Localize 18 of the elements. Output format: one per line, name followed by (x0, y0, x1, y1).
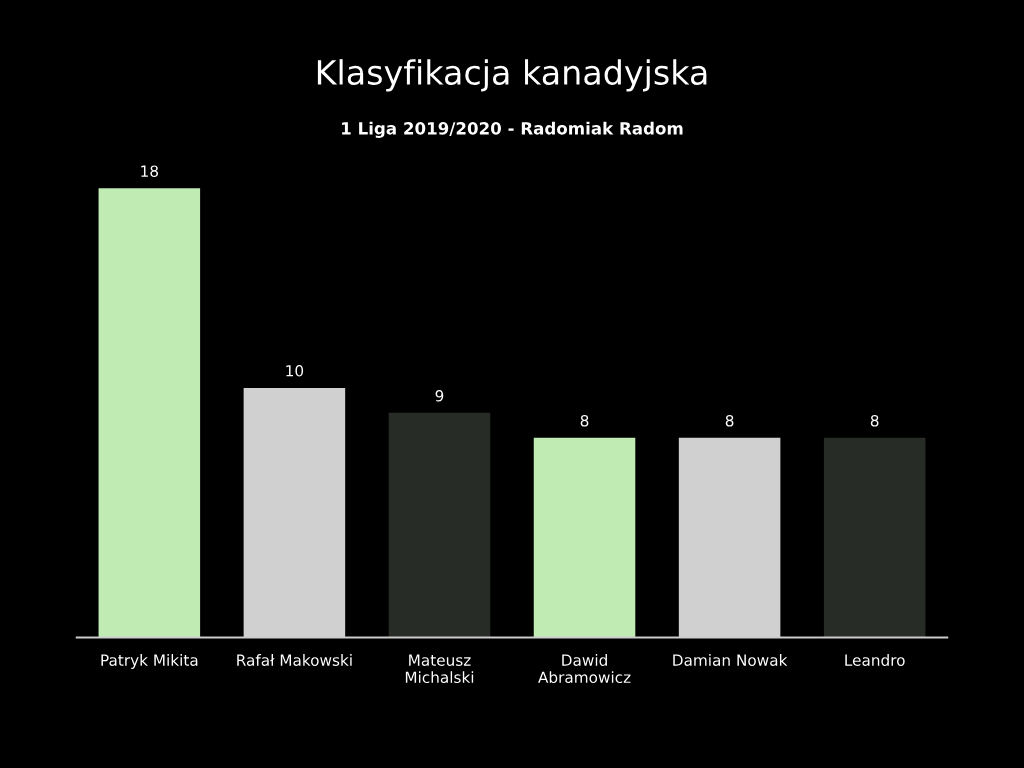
bar (533, 437, 636, 638)
x-tick-label: Damian Nowak (673, 654, 788, 666)
chart-title: Klasyfikacja kanadyjska (317, 59, 707, 92)
x-tick-label: Dawid Abramowicz (538, 654, 631, 684)
bar (98, 188, 201, 638)
data-label: 9 (435, 389, 444, 402)
data-label: 8 (870, 414, 879, 427)
data-label: 18 (141, 165, 159, 177)
data-label: 8 (725, 414, 734, 427)
x-tick-label: Leandro (845, 654, 905, 666)
bar (388, 412, 491, 638)
x-tick-label: Rafał Makowski (237, 654, 352, 666)
bar (823, 437, 926, 638)
chart-subtitle: 1 Liga 2019/2020 - Radomiak Radom (342, 121, 683, 138)
x-tick-label: Mateusz Michalski (405, 654, 474, 684)
x-tick-label: Patryk Mikita (101, 654, 198, 669)
data-label: 10 (286, 365, 304, 377)
data-label: 8 (580, 414, 589, 427)
